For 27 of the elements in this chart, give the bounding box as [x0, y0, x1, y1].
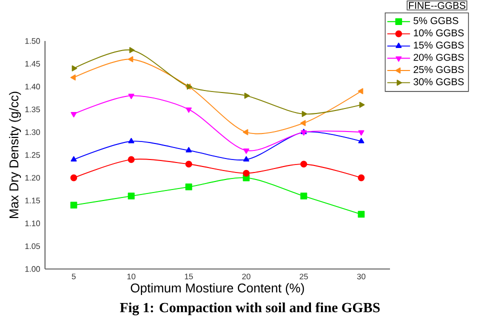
y-tick-label: 1.10: [25, 220, 40, 226]
y-tick-label: 1.00: [25, 266, 40, 272]
x-axis-title: Optimum Mostiure Content (%): [130, 283, 304, 295]
y-tick-label: 1.25: [25, 152, 40, 158]
legend-label: 5% GGBS: [414, 17, 458, 24]
y-tick-label: 1.15: [25, 198, 40, 204]
legend-label: 30% GGBS: [414, 78, 464, 86]
y-tick-label: 1.40: [25, 84, 40, 90]
caption: Fig 1: Compaction with soil and fine GGBS: [120, 302, 380, 316]
y-tick-label: 1.50: [25, 38, 40, 44]
y-tick-label: 1.35: [25, 106, 40, 112]
x-tick-label: 5: [72, 274, 76, 280]
legend-title: FINE--GGBS: [409, 2, 466, 9]
y-tick-label: 1.05: [25, 243, 40, 250]
x-tick-label: 10: [127, 274, 136, 280]
x-tick-label: 30: [357, 274, 366, 280]
x-tick-label: 20: [242, 274, 250, 280]
x-tick-label: 15: [184, 274, 193, 280]
x-tick-label: 25: [300, 274, 308, 280]
y-tick-label: 1.45: [25, 61, 40, 67]
legend-label: 20% GGBS: [414, 54, 464, 61]
legend-label: 25% GGBS: [414, 66, 464, 74]
y-tick-label: 1.30: [25, 129, 40, 136]
legend-label: 15% GGBS: [414, 42, 464, 49]
y-tick-label: 1.20: [25, 174, 40, 181]
y-axis-title: Max Dry Density (g/cc): [9, 92, 21, 218]
legend-label: 10% GGBS: [414, 29, 464, 36]
